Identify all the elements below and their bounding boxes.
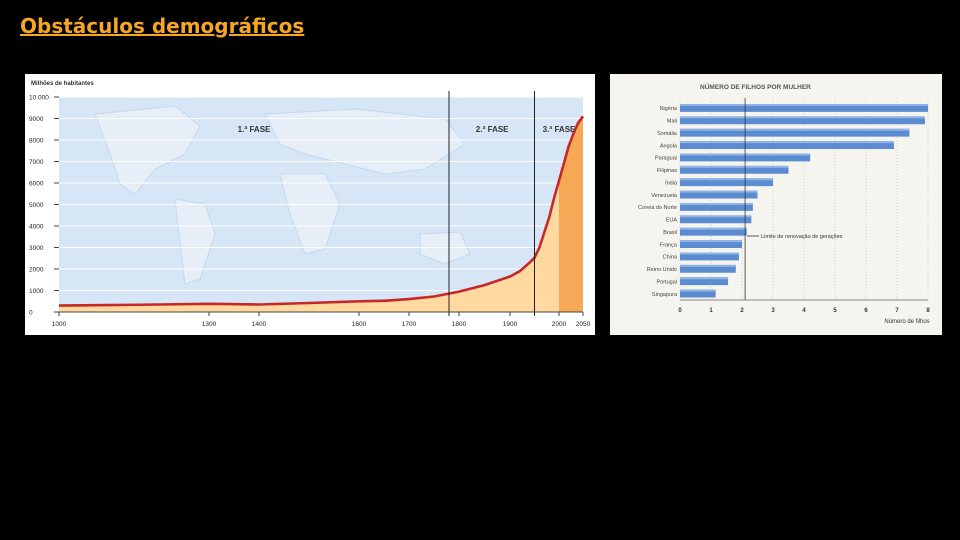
category-label: Angola — [660, 143, 678, 149]
bar — [680, 178, 773, 187]
category-label: Paraguai — [655, 156, 677, 162]
bar — [680, 252, 739, 261]
x-tick-label: 8 — [926, 308, 930, 314]
x-tick-label: 1400 — [252, 321, 267, 328]
x-tick-label: 1600 — [352, 321, 367, 328]
reference-label: Limite de renovação de gerações — [761, 234, 843, 240]
category-label: Mali — [667, 119, 677, 125]
bar — [680, 240, 742, 248]
bar-highlight — [680, 203, 753, 205]
x-tick-label: 2050 — [576, 321, 591, 328]
bar — [680, 277, 729, 286]
x-tick-label: 6 — [864, 308, 868, 314]
x-axis-label: Número de filhos — [884, 319, 929, 325]
bar-highlight — [680, 141, 894, 144]
bar — [680, 264, 736, 273]
category-label: Singapura — [652, 292, 678, 298]
bar-highlight — [680, 277, 729, 280]
y-tick-label: 1000 — [29, 288, 44, 295]
population-chart-panel: 1.ª FASE 2.ª FASE 3.ª FASE 0 1000 2000 3000 400… — [25, 74, 595, 335]
bar — [680, 141, 894, 149]
y-axis-label: Milhões de habitantes — [31, 81, 94, 87]
bar-highlight — [680, 252, 739, 255]
population-projection-area — [559, 116, 583, 312]
chart-title: NÚMERO DE FILHOS POR MULHER — [700, 82, 811, 91]
bar — [680, 165, 789, 174]
bar-highlight — [680, 190, 758, 193]
bar-highlight — [680, 240, 742, 243]
bar — [680, 289, 716, 298]
bar — [680, 190, 758, 199]
phase-label: 2.ª FASE — [476, 125, 509, 134]
bar-highlight — [680, 116, 925, 119]
category-label: China — [663, 255, 678, 261]
bar-highlight — [680, 227, 747, 230]
y-tick-label: 10 000 — [29, 95, 49, 102]
category-label: Filipinas — [657, 168, 677, 174]
x-tick-label: 2000 — [552, 321, 567, 328]
y-tick-label: 3000 — [29, 245, 44, 252]
category-label: Reino Unido — [647, 267, 677, 273]
bar-highlight — [680, 128, 910, 131]
fertility-rate-chart: NÚMERO DE FILHOS POR MULHER Nigéria Mali So… — [610, 74, 942, 335]
y-tick-label: 7000 — [29, 159, 44, 166]
phase-label: 1.ª FASE — [238, 125, 271, 134]
phase-label: 3.ª FASE — [543, 125, 576, 134]
x-tick-label: 1 — [709, 308, 713, 314]
y-tick-label: 4000 — [29, 224, 44, 231]
y-tick-label: 0 — [29, 310, 33, 317]
bar — [680, 104, 928, 112]
y-tick-label: 5000 — [29, 202, 44, 209]
bar-highlight — [680, 264, 736, 267]
x-tick-label: 1000 — [52, 321, 67, 328]
population-line — [58, 115, 585, 307]
category-label: Portugal — [657, 279, 678, 285]
category-label: França — [660, 242, 678, 248]
bar-highlight — [680, 104, 928, 106]
bar — [680, 203, 753, 211]
category-label: Coreia do Norte — [638, 205, 677, 211]
population-area — [59, 180, 559, 312]
y-tick-label: 9000 — [29, 116, 44, 123]
y-tick-label: 2000 — [29, 267, 44, 274]
x-tick-label: 3 — [771, 308, 775, 314]
slide-title: Obstáculos demográficos — [20, 14, 305, 38]
x-tick-label: 4 — [802, 308, 806, 314]
fertility-chart-panel: NÚMERO DE FILHOS POR MULHER Nigéria Mali So… — [610, 74, 942, 335]
bar — [680, 128, 910, 137]
population-growth-chart: 1.ª FASE 2.ª FASE 3.ª FASE 0 1000 2000 3000 400… — [29, 81, 591, 328]
x-tick-label: 2 — [740, 308, 744, 314]
x-tick-label: 0 — [678, 308, 682, 314]
bar-highlight — [680, 165, 789, 168]
y-tick-label: 8000 — [29, 138, 44, 145]
x-tick-label: 1800 — [452, 321, 467, 328]
bar-highlight — [680, 215, 752, 218]
y-tick-label: 6000 — [29, 181, 44, 188]
bar-highlight — [680, 289, 716, 292]
bar — [680, 116, 925, 125]
x-tick-label: 1300 — [202, 321, 217, 328]
world-map-landmass — [94, 105, 201, 195]
bar — [680, 215, 752, 224]
category-label: Venezuela — [651, 193, 678, 199]
x-tick-label: 5 — [833, 308, 837, 314]
category-label: EUA — [666, 218, 678, 224]
category-label: Brasil — [663, 230, 677, 236]
x-tick-label: 7 — [895, 308, 899, 314]
x-tick-label: 1700 — [402, 321, 417, 328]
x-tick-label: 1900 — [503, 321, 518, 328]
world-map-landmass — [279, 173, 341, 255]
bar-highlight — [680, 178, 773, 181]
category-label: Índia — [665, 179, 678, 186]
category-label: Nigéria — [660, 106, 678, 112]
world-map-landmass — [264, 108, 466, 175]
bar — [680, 227, 747, 236]
category-label: Somália — [657, 131, 678, 137]
